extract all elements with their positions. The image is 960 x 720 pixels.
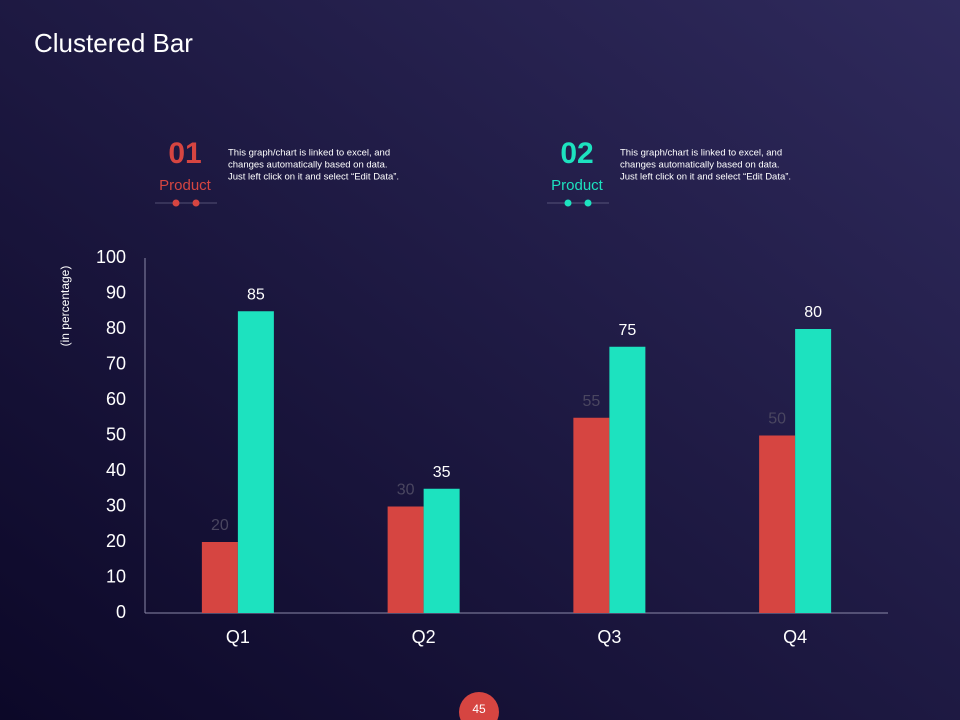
legend-description: Just left click on it and select “Edit D… <box>620 172 791 183</box>
legend-description: This graph/chart is linked to excel, and <box>620 148 782 159</box>
bar <box>759 435 796 613</box>
x-tick-label: Q1 <box>226 627 250 647</box>
x-tick-label: Q3 <box>597 627 621 647</box>
y-tick-label: 80 <box>106 318 126 338</box>
bar <box>573 417 610 613</box>
legend-description: Just left click on it and select “Edit D… <box>228 172 399 183</box>
y-tick-label: 70 <box>106 353 126 373</box>
legend-name: Product <box>159 177 212 194</box>
legend-number: 01 <box>168 137 201 170</box>
value-label: 75 <box>618 322 636 339</box>
legend-dot <box>192 199 200 207</box>
x-tick-label: Q4 <box>783 627 807 647</box>
legend-number: 02 <box>560 137 593 170</box>
value-label: 35 <box>433 464 451 481</box>
x-tick-label: Q2 <box>412 627 436 647</box>
page-badge <box>459 692 499 720</box>
legend-name: Product <box>551 177 604 194</box>
y-tick-label: 20 <box>106 531 126 551</box>
legend-dot <box>564 199 572 207</box>
value-label: 80 <box>804 304 822 321</box>
slide-title: Clustered Bar <box>34 28 193 58</box>
page-number: 45 <box>472 702 486 716</box>
bar <box>387 506 424 613</box>
legend-description: changes automatically based on data. <box>620 160 780 171</box>
y-tick-label: 50 <box>106 424 126 444</box>
bar <box>609 346 646 613</box>
y-tick-label: 30 <box>106 495 126 515</box>
legend-description: changes automatically based on data. <box>228 160 388 171</box>
value-label: 30 <box>397 482 415 499</box>
value-label: 50 <box>768 411 786 428</box>
value-label: 85 <box>247 286 265 303</box>
bar <box>795 329 832 613</box>
value-label: 20 <box>211 517 229 534</box>
legend-dot <box>584 199 592 207</box>
bar <box>237 311 274 613</box>
y-tick-label: 60 <box>106 389 126 409</box>
bar <box>201 542 238 613</box>
y-tick-label: 0 <box>116 602 126 622</box>
legend-dot <box>172 199 180 207</box>
bar <box>423 488 460 613</box>
y-axis-label: (in percentage) <box>58 266 72 347</box>
y-tick-label: 10 <box>106 566 126 586</box>
y-tick-label: 90 <box>106 282 126 302</box>
y-tick-label: 100 <box>96 247 126 267</box>
legend-description: This graph/chart is linked to excel, and <box>228 148 390 159</box>
value-label: 55 <box>582 393 600 410</box>
y-tick-label: 40 <box>106 460 126 480</box>
